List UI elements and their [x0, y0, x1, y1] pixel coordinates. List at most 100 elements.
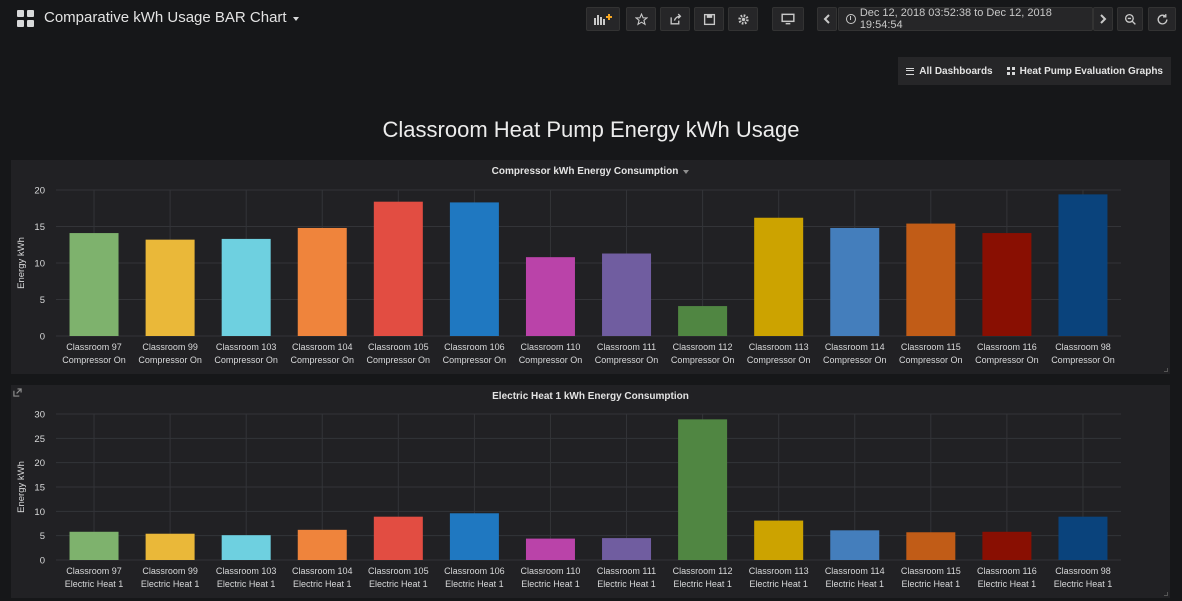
x-tick-label: Classroom 112 — [673, 566, 733, 576]
x-tick-sublabel: Electric Heat 1 — [749, 579, 808, 589]
save-icon — [703, 13, 715, 25]
zoom-out-button[interactable] — [1117, 7, 1143, 31]
clock-icon — [846, 14, 856, 24]
time-back-button[interactable] — [817, 7, 837, 31]
chevron-left-icon — [823, 14, 830, 24]
time-range-label: Dec 12, 2018 03:52:38 to Dec 12, 2018 19… — [859, 7, 1052, 31]
panel-title-electric-heat[interactable]: Electric Heat 1 kWh Energy Consumption — [11, 391, 1170, 402]
time-range-picker[interactable]: Dec 12, 2018 03:52:38 to Dec 12, 2018 19… — [838, 7, 1093, 31]
x-tick-sublabel: Electric Heat 1 — [1054, 579, 1113, 589]
x-tick-sublabel: Compressor On — [519, 355, 583, 365]
bar[interactable] — [69, 531, 119, 560]
x-tick-label: Classroom 113 — [749, 566, 809, 576]
dashboard-grid-icon — [1006, 67, 1015, 75]
bar[interactable] — [982, 531, 1032, 560]
y-tick-label: 5 — [40, 295, 45, 306]
x-tick-sublabel: Electric Heat 1 — [902, 579, 961, 589]
bar[interactable] — [373, 516, 423, 560]
bar[interactable] — [678, 419, 728, 560]
x-tick-label: Classroom 106 — [444, 342, 505, 352]
y-axis-label: Energy kWh — [16, 461, 27, 513]
bar[interactable] — [145, 239, 195, 336]
chevron-right-icon — [1100, 14, 1107, 24]
bar[interactable] — [754, 520, 804, 560]
add-panel-icon — [594, 14, 612, 25]
x-tick-label: Classroom 105 — [368, 566, 429, 576]
grafana-dashboards-icon[interactable] — [17, 10, 35, 28]
y-tick-label: 20 — [34, 186, 45, 197]
x-tick-label: Classroom 116 — [977, 566, 1037, 576]
bar[interactable] — [221, 535, 271, 560]
x-tick-sublabel: Electric Heat 1 — [369, 579, 428, 589]
x-tick-label: Classroom 111 — [597, 566, 656, 576]
dashboard-title-dropdown[interactable]: Comparative kWh Usage BAR Chart — [44, 9, 299, 26]
resize-handle[interactable] — [1164, 592, 1168, 596]
x-tick-sublabel: Electric Heat 1 — [141, 579, 200, 589]
x-tick-sublabel: Compressor On — [747, 355, 811, 365]
x-tick-sublabel: Compressor On — [214, 355, 278, 365]
refresh-button[interactable] — [1148, 7, 1176, 31]
bar[interactable] — [69, 233, 119, 336]
bar[interactable] — [982, 233, 1032, 336]
x-tick-label: Classroom 114 — [825, 566, 885, 576]
x-tick-sublabel: Electric Heat 1 — [521, 579, 580, 589]
search-minus-icon — [1124, 13, 1136, 25]
resize-handle[interactable] — [1164, 368, 1168, 372]
panel-title-text: Electric Heat 1 kWh Energy Consumption — [492, 391, 689, 402]
y-tick-label: 15 — [34, 222, 45, 233]
settings-button[interactable] — [728, 7, 758, 31]
x-tick-label: Classroom 116 — [977, 342, 1037, 352]
bar[interactable] — [525, 257, 575, 336]
bar[interactable] — [449, 202, 499, 336]
x-tick-sublabel: Electric Heat 1 — [597, 579, 656, 589]
all-dashboards-link[interactable]: All Dashboards — [899, 58, 999, 84]
bar[interactable] — [373, 201, 423, 336]
save-button[interactable] — [694, 7, 724, 31]
bar[interactable] — [906, 532, 956, 560]
x-tick-sublabel: Electric Heat 1 — [65, 579, 124, 589]
add-panel-button[interactable] — [586, 7, 620, 31]
bar[interactable] — [1058, 516, 1108, 560]
x-tick-sublabel: Compressor On — [1051, 355, 1115, 365]
x-tick-label: Classroom 110 — [521, 566, 581, 576]
bar[interactable] — [906, 223, 956, 336]
bar[interactable] — [221, 238, 271, 336]
x-tick-label: Classroom 113 — [749, 342, 809, 352]
panel-title-compressor[interactable]: Compressor kWh Energy Consumption — [11, 166, 1170, 177]
external-link-icon[interactable] — [13, 388, 22, 397]
monitor-icon — [781, 13, 795, 25]
time-forward-button[interactable] — [1093, 7, 1113, 31]
bar[interactable] — [297, 227, 347, 336]
bar[interactable] — [602, 253, 652, 336]
x-tick-sublabel: Compressor On — [671, 355, 735, 365]
electric-heat-bar-chart: 0 5 10 15 20 25 30 Energy kWh Classroom 97 Electr… — [16, 410, 1121, 589]
bar[interactable] — [297, 529, 347, 560]
y-tick-label: 25 — [34, 434, 45, 445]
compressor-bar-chart: 0 5 10 15 20 Energy kWh Classroom 97 Compressor… — [16, 186, 1121, 365]
x-tick-sublabel: Electric Heat 1 — [673, 579, 732, 589]
bar[interactable] — [145, 533, 195, 560]
panel-title-text: Compressor kWh Energy Consumption — [491, 166, 679, 177]
share-button[interactable] — [660, 7, 690, 31]
y-tick-label: 0 — [40, 332, 45, 343]
bar[interactable] — [1058, 194, 1108, 336]
bar[interactable] — [830, 227, 880, 336]
bar[interactable] — [449, 513, 499, 560]
bar[interactable] — [602, 538, 652, 560]
bar[interactable] — [754, 217, 804, 336]
star-button[interactable] — [626, 7, 656, 31]
bar[interactable] — [678, 306, 728, 336]
bar[interactable] — [525, 538, 575, 560]
heat-pump-evaluation-link[interactable]: Heat Pump Evaluation Graphs — [1000, 58, 1170, 84]
x-tick-sublabel: Compressor On — [823, 355, 887, 365]
x-tick-sublabel: Electric Heat 1 — [825, 579, 884, 589]
x-tick-label: Classroom 98 — [1055, 566, 1111, 576]
tv-mode-button[interactable] — [772, 7, 804, 31]
x-tick-label: Classroom 98 — [1055, 342, 1111, 352]
x-tick-label: Classroom 106 — [444, 566, 505, 576]
x-tick-label: Classroom 115 — [901, 342, 961, 352]
bar[interactable] — [830, 530, 880, 560]
x-tick-label: Classroom 105 — [368, 342, 429, 352]
y-tick-label: 10 — [34, 507, 45, 518]
dashboard-links: All Dashboards Heat Pump Evaluation Grap… — [898, 57, 1171, 85]
